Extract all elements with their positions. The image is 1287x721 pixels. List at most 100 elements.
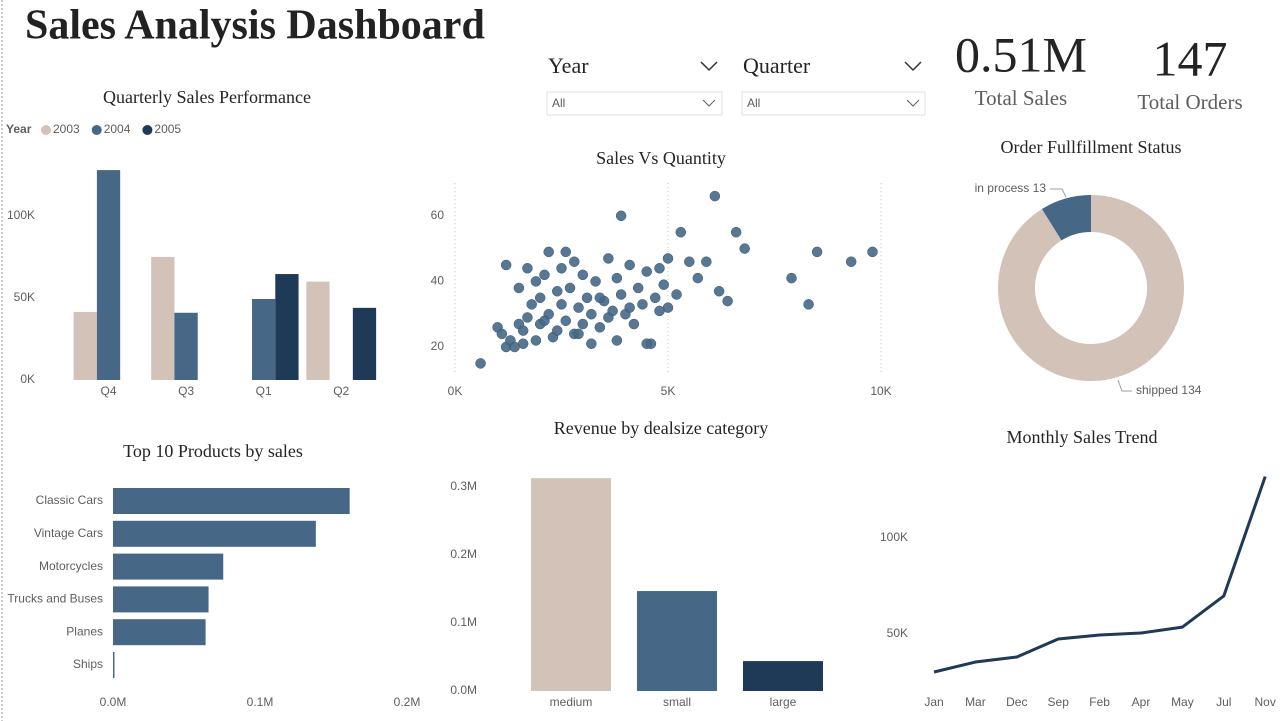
x-tick-label: 0.0M: [100, 695, 127, 709]
leader-line: [1117, 379, 1132, 392]
y-tick-label: Ships: [73, 657, 103, 671]
bar: [113, 488, 350, 514]
x-tick-label: Q1: [256, 384, 272, 398]
y-tick-label: Classic Cars: [36, 493, 103, 507]
y-tick-label: 20: [431, 339, 445, 353]
chart-title: Order Fullfillment Status: [1001, 137, 1182, 157]
scatter-point: [641, 266, 652, 277]
scatter-point: [671, 289, 682, 300]
chart-title: Quarterly Sales Performance: [103, 87, 311, 107]
scatter-point: [560, 315, 572, 327]
bar: [531, 478, 611, 691]
scatter-point: [526, 299, 537, 310]
scatter-point: [637, 299, 648, 310]
chart-title: Top 10 Products by sales: [123, 441, 303, 461]
scatter-point: [730, 226, 742, 238]
x-tick-label: medium: [550, 695, 593, 709]
scatter-point: [649, 292, 661, 304]
scatter-point: [475, 358, 486, 369]
chevron[interactable]: [904, 61, 922, 72]
bar: [73, 311, 97, 380]
y-tick-label: 0.0M: [450, 683, 477, 697]
chevron[interactable]: [906, 99, 920, 107]
bar: [113, 586, 209, 613]
scatter-point: [496, 328, 508, 340]
bar: [113, 553, 224, 580]
x-tick-label: Feb: [1089, 695, 1110, 709]
chart-title: Revenue by dealsize category: [554, 418, 768, 438]
data-label-name: shipped: [1136, 383, 1178, 397]
y-tick-label: 0.1M: [450, 615, 477, 629]
legend-label: 2003: [53, 122, 80, 136]
scatter-point: [624, 302, 635, 313]
scatter-point: [615, 289, 627, 300]
scatter-point: [611, 335, 623, 346]
dropdown[interactable]: [546, 91, 723, 116]
year-slicer[interactable]: Year All: [546, 53, 723, 116]
chart-title: Monthly Sales Trend: [1006, 427, 1157, 447]
x-tick-label: large: [770, 695, 797, 709]
data-label-value: 134: [1181, 383, 1201, 397]
scatter-point: [539, 315, 550, 327]
y-tick-label: 100K: [880, 530, 908, 544]
chart-title: Sales Vs Quantity: [596, 148, 726, 168]
bar: [637, 591, 717, 691]
bar: [151, 257, 175, 380]
scatter-point: [530, 335, 542, 346]
x-tick-label: Mar: [965, 695, 986, 709]
x-tick-label: Q4: [101, 384, 117, 398]
scatter-point: [573, 328, 584, 340]
chevron[interactable]: [702, 99, 716, 107]
scatter-point: [628, 318, 640, 330]
scatter-point: [803, 299, 814, 310]
scatter-point: [586, 338, 597, 349]
bar: [113, 619, 206, 646]
bar: [743, 661, 823, 691]
bar: [252, 298, 276, 380]
y-tick-label: 50K: [14, 290, 35, 304]
x-tick-label: 5K: [661, 384, 676, 398]
bar: [113, 652, 115, 678]
scatter-point: [594, 322, 606, 333]
x-tick-label: Jan: [924, 695, 943, 709]
quarter-slicer[interactable]: Quarter All: [741, 53, 926, 116]
y-tick-label: Planes: [66, 624, 103, 638]
legend-marker: [91, 125, 102, 135]
data-label: shipped 134: [1136, 383, 1202, 397]
kpi-value: 147: [1153, 30, 1228, 86]
scatter-point: [611, 272, 623, 284]
x-tick-label: Nov: [1255, 695, 1276, 709]
x-tick-label: 0.1M: [247, 695, 274, 709]
donut-slice: [998, 195, 1185, 381]
x-tick-label: Jul: [1216, 695, 1231, 709]
y-tick-label: 0.2M: [450, 547, 477, 561]
scatter-point: [701, 256, 712, 267]
scatter-point: [543, 246, 554, 258]
scatter-point: [551, 285, 563, 297]
donut-slice: [1041, 195, 1091, 241]
dropdown[interactable]: [741, 91, 926, 116]
scatter-point: [675, 226, 687, 238]
bar: [113, 520, 316, 547]
scatter-point: [551, 325, 563, 336]
data-label-name: in process: [975, 181, 1030, 195]
bar: [96, 170, 121, 380]
scatter-point: [607, 305, 618, 317]
legend-title: Year: [6, 122, 32, 136]
x-tick-label: Dec: [1006, 695, 1027, 709]
x-tick-label: Q3: [178, 384, 194, 398]
scatter-point: [517, 325, 529, 336]
bar: [174, 312, 198, 380]
y-tick-label: 100K: [7, 208, 35, 222]
slicer-selection: All: [747, 96, 760, 110]
chevron[interactable]: [700, 61, 718, 72]
x-tick-label: May: [1171, 695, 1194, 709]
y-tick-label: Vintage Cars: [34, 526, 103, 540]
legend-label: 2005: [154, 122, 181, 136]
bar: [352, 307, 377, 380]
scatter-point: [603, 253, 614, 264]
x-tick-label: Sep: [1048, 695, 1070, 709]
dashboard-title: Sales Analysis Dashboard: [25, 3, 485, 49]
line: [933, 476, 1267, 674]
